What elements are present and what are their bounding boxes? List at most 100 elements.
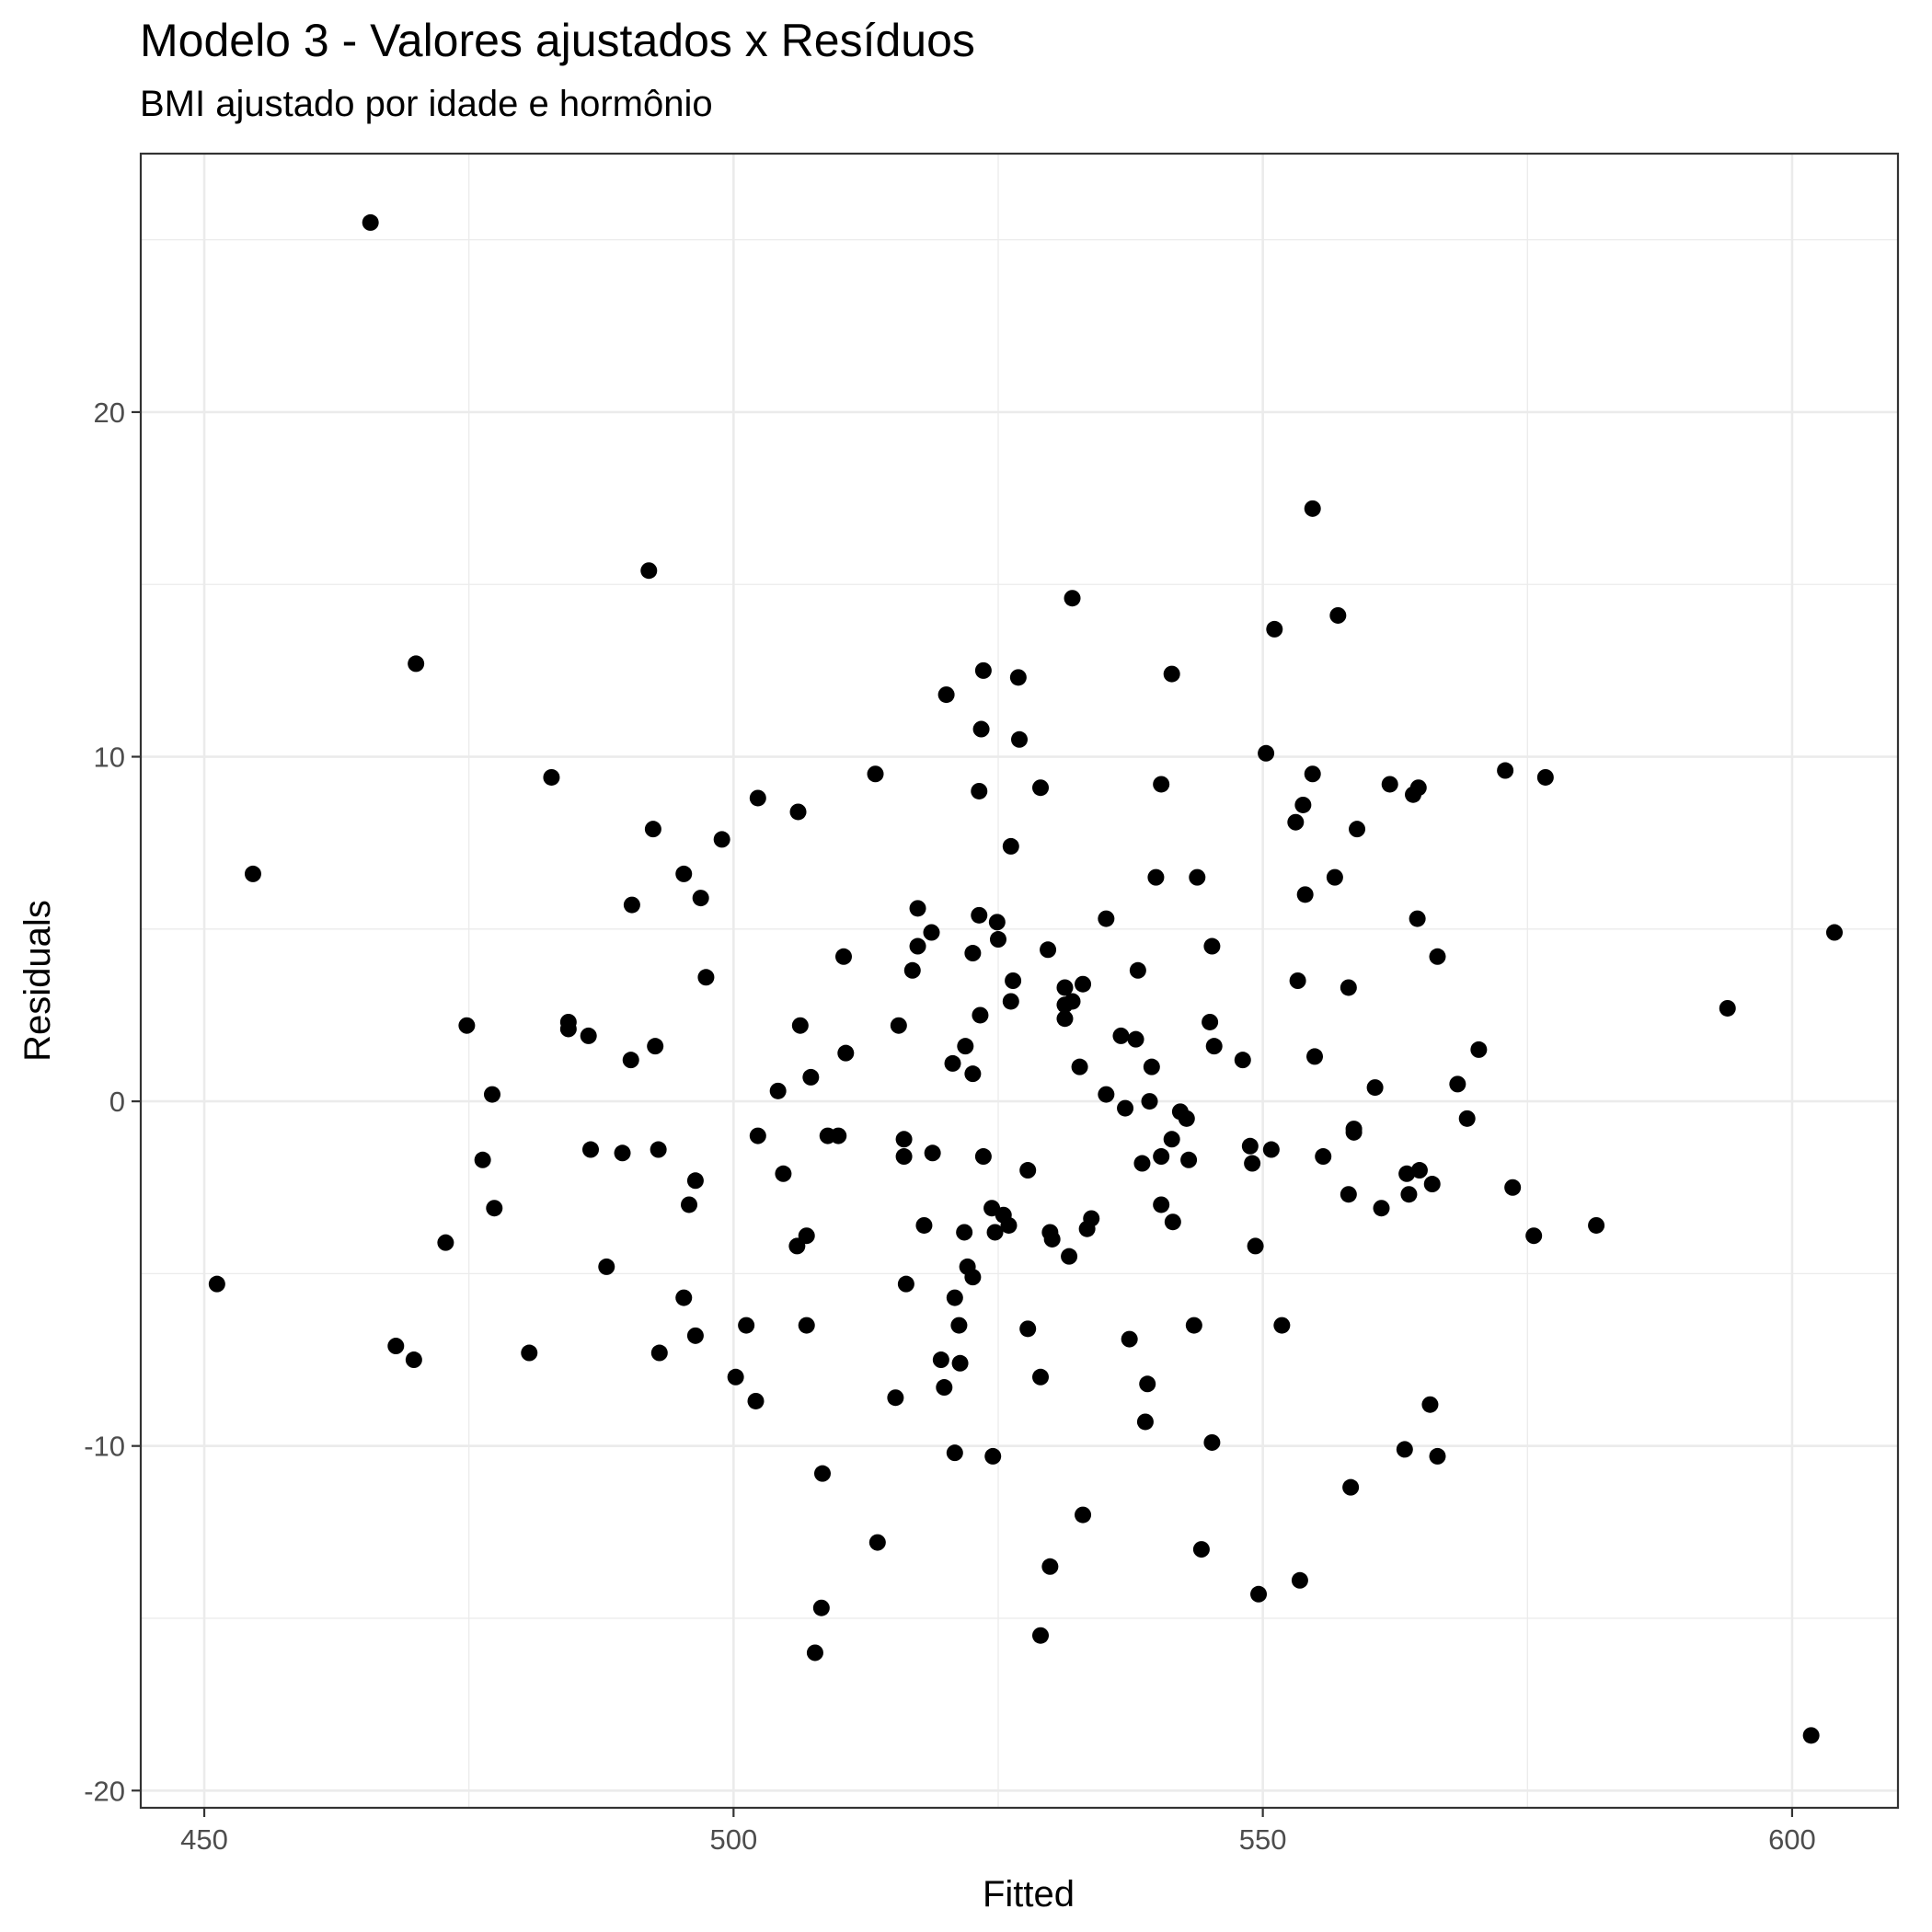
data-point [1117,1099,1134,1117]
data-point [1250,1585,1268,1603]
data-point [749,1127,766,1144]
data-point [937,686,955,704]
y-tick-label: -20 [84,1775,125,1807]
data-point [1306,1048,1324,1065]
data-point [1366,1079,1384,1097]
data-point [675,1289,693,1306]
data-point [486,1200,503,1217]
data-point [1056,979,1074,996]
data-point [244,865,261,882]
data-point [1075,975,1092,993]
data-point [1340,1186,1357,1203]
chart-title: Modelo 3 - Valores ajustados x Resíduos [140,15,975,66]
y-tick-label: -10 [84,1431,125,1463]
data-point [640,562,658,580]
data-point [623,896,640,914]
data-point [1719,999,1736,1017]
data-point [791,1017,809,1034]
data-point [802,1068,820,1086]
data-point [956,1224,973,1241]
data-point [1164,1213,1181,1231]
data-point [1409,779,1427,797]
data-point [1000,1216,1018,1234]
data-point [1203,937,1221,955]
data-point [1153,776,1170,793]
data-point [408,655,425,673]
data-point [903,961,921,979]
data-point [1032,779,1050,797]
data-point [1429,1447,1446,1465]
data-point [405,1351,422,1369]
data-point [681,1196,698,1213]
data-point [835,948,852,965]
data-point [614,1144,631,1162]
data-point [1234,1052,1251,1069]
data-point [1497,762,1514,779]
axis-ticks: 450 500 550 600 -20 -10 0 10 20 [84,397,1816,1856]
data-point [749,789,766,807]
data-point [830,1127,847,1144]
data-point [692,890,709,907]
data-point [474,1151,491,1168]
data-point [1009,669,1027,686]
data-point [1064,993,1081,1010]
data-point [1304,500,1321,517]
data-point [789,803,807,821]
data-point [582,1141,600,1158]
data-point [924,1144,941,1162]
data-point [1258,744,1275,762]
data-point [1588,1216,1605,1234]
data-point [1163,665,1180,683]
data-point [1203,1433,1221,1451]
data-point [1449,1075,1466,1093]
data-point [1098,910,1115,927]
data-point [895,1148,913,1166]
data-point [1064,590,1081,607]
data-point [812,1599,830,1616]
data-point [1525,1227,1543,1245]
data-point [946,1444,963,1462]
data-point [362,213,379,231]
data-point [647,1038,664,1055]
data-point [1043,1230,1061,1248]
data-point [1825,924,1843,941]
data-point [727,1368,744,1386]
data-point [890,1017,907,1034]
data-point [1340,979,1357,996]
gridlines [141,154,1898,1808]
data-point [1409,910,1426,927]
data-point [964,1269,982,1286]
data-point [909,937,926,955]
data-point [1071,1058,1088,1075]
data-point [697,969,715,986]
data-point [1002,993,1019,1010]
data-point [1400,1186,1418,1203]
data-point [887,1389,904,1407]
x-tick-label: 500 [709,1823,757,1856]
y-tick-label: 0 [109,1086,125,1118]
data-point [1345,1123,1363,1141]
data-point [1262,1141,1280,1158]
data-point [932,1351,949,1369]
data-point [813,1465,831,1482]
data-point [686,1172,704,1190]
data-point [1141,1093,1158,1110]
data-point [1112,1027,1130,1044]
data-point [1287,813,1305,831]
data-point [915,1216,933,1234]
data-point [837,1044,855,1062]
data-point [559,1020,577,1038]
data-point [650,1141,667,1158]
data-point [951,1354,969,1372]
data-point [1143,1058,1160,1075]
data-point [1136,1413,1154,1431]
data-point [1129,961,1146,979]
data-point [1153,1196,1170,1213]
x-tick-label: 600 [1768,1823,1816,1856]
data-point [622,1052,639,1069]
data-point [1241,1137,1259,1155]
data-point [1429,948,1446,965]
data-point [1153,1148,1170,1166]
data-point [1373,1200,1390,1217]
